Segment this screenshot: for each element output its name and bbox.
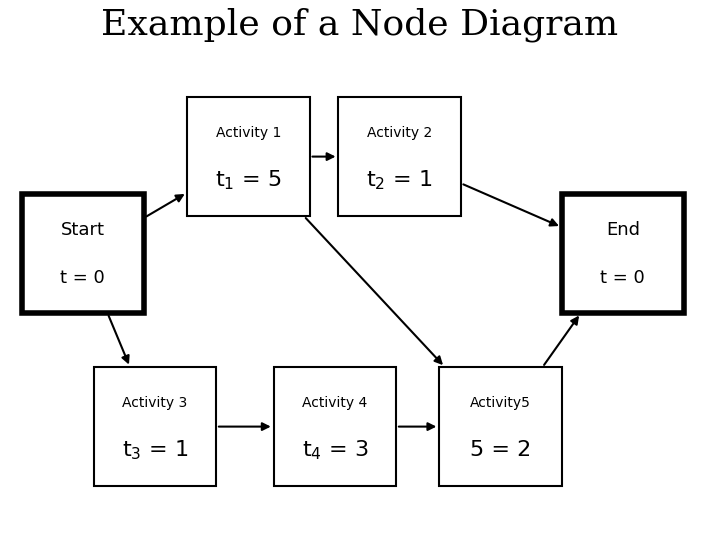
FancyBboxPatch shape xyxy=(274,367,396,486)
Text: Activity 3: Activity 3 xyxy=(122,396,187,410)
FancyBboxPatch shape xyxy=(338,97,461,216)
Text: Activity 2: Activity 2 xyxy=(367,126,432,140)
FancyArrowPatch shape xyxy=(399,423,434,430)
FancyBboxPatch shape xyxy=(94,367,216,486)
Text: End: End xyxy=(606,221,640,239)
Text: t = 0: t = 0 xyxy=(600,268,645,287)
FancyArrowPatch shape xyxy=(146,195,183,217)
FancyBboxPatch shape xyxy=(22,194,144,313)
Text: Start: Start xyxy=(60,221,105,239)
Text: Activity 1: Activity 1 xyxy=(216,126,281,140)
Text: t$_3$ = 1: t$_3$ = 1 xyxy=(122,438,188,462)
Text: t$_4$ = 3: t$_4$ = 3 xyxy=(302,438,368,462)
FancyArrowPatch shape xyxy=(464,184,557,226)
FancyArrowPatch shape xyxy=(544,318,577,365)
Text: Activity 4: Activity 4 xyxy=(302,396,367,410)
Text: Activity5: Activity5 xyxy=(470,396,531,410)
FancyArrowPatch shape xyxy=(219,423,269,430)
FancyArrowPatch shape xyxy=(306,218,441,363)
Text: t = 0: t = 0 xyxy=(60,268,105,287)
FancyArrowPatch shape xyxy=(312,153,333,160)
FancyArrowPatch shape xyxy=(109,316,129,362)
Text: 5 = 2: 5 = 2 xyxy=(469,440,531,461)
Text: Example of a Node Diagram: Example of a Node Diagram xyxy=(102,7,618,42)
Text: t$_2$ = 1: t$_2$ = 1 xyxy=(366,168,433,192)
Text: t$_1$ = 5: t$_1$ = 5 xyxy=(215,168,282,192)
FancyBboxPatch shape xyxy=(562,194,684,313)
FancyBboxPatch shape xyxy=(439,367,562,486)
FancyBboxPatch shape xyxy=(187,97,310,216)
